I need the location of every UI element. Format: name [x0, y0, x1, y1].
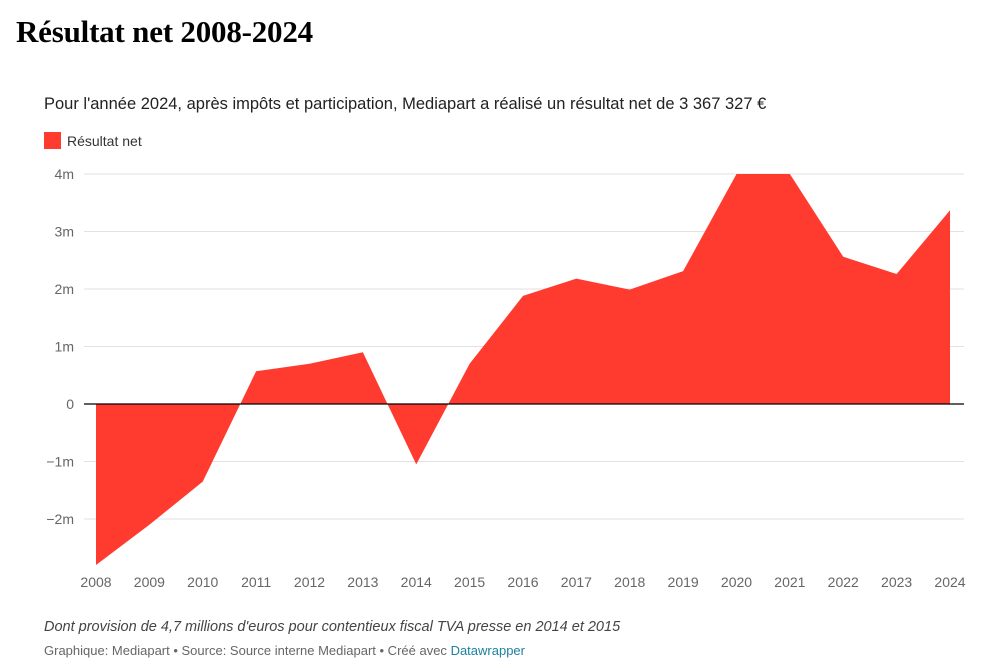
- axis-layer: 4m 3m 2m 1m 0 −1m −2m 2008 2009 2010 2011 2012 2013 2…: [46, 166, 965, 590]
- y-tick-label: 1m: [55, 339, 74, 355]
- x-tick-label: 2022: [828, 574, 859, 590]
- y-tick-label: 3m: [55, 224, 74, 240]
- y-tick-label: −2m: [46, 511, 74, 527]
- x-tick-label: 2023: [881, 574, 912, 590]
- y-tick-label: 2m: [55, 281, 74, 297]
- x-tick-label: 2020: [721, 574, 752, 590]
- x-tick-label: 2019: [668, 574, 699, 590]
- chart-note: Dont provision de 4,7 millions d'euros p…: [44, 619, 621, 635]
- area-series-resultat-net: [96, 174, 950, 565]
- x-tick-label: 2011: [241, 574, 271, 590]
- credits-text: Graphique: Mediapart • Source: Source in…: [44, 643, 447, 658]
- chart-credits: Graphique: Mediapart • Source: Source in…: [44, 643, 525, 658]
- x-tick-label: 2012: [294, 574, 325, 590]
- x-tick-label: 2008: [80, 574, 111, 590]
- x-tick-label: 2017: [561, 574, 592, 590]
- x-tick-label: 2016: [507, 574, 538, 590]
- legend-label: Résultat net: [67, 132, 142, 149]
- x-tick-label: 2015: [454, 574, 485, 590]
- x-tick-label: 2010: [187, 574, 218, 590]
- y-tick-label: −1m: [46, 454, 74, 470]
- x-tick-label: 2009: [134, 574, 165, 590]
- datawrapper-link[interactable]: Datawrapper: [450, 643, 525, 658]
- x-tick-label: 2024: [934, 574, 965, 590]
- x-tick-label: 2014: [401, 574, 432, 590]
- chart-legend: Résultat net: [44, 132, 142, 149]
- legend-swatch: [44, 132, 61, 149]
- chart-subtitle: Pour l'année 2024, après impôts et parti…: [44, 95, 767, 113]
- y-tick-label: 0: [66, 396, 74, 412]
- x-tick-label: 2013: [347, 574, 378, 590]
- y-tick-label: 4m: [55, 166, 74, 182]
- x-tick-label: 2021: [774, 574, 805, 590]
- x-tick-label: 2018: [614, 574, 645, 590]
- area-layer: [96, 174, 950, 565]
- page-title: Résultat net 2008-2024: [16, 14, 313, 49]
